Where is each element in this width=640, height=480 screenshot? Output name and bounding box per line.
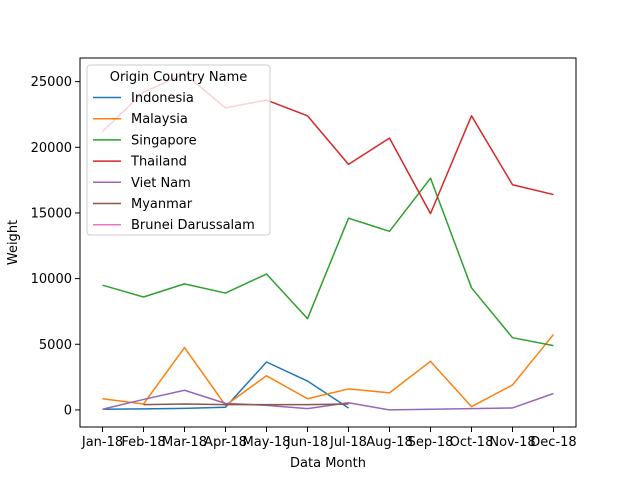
x-tick-label: Nov-18 [489, 435, 535, 450]
series-line-viet-nam [102, 389, 554, 411]
y-tick-label: 5000 [39, 338, 72, 353]
series-myanmar [143, 403, 349, 406]
y-tick-label: 20000 [31, 141, 72, 156]
legend-label: Thailand [130, 155, 187, 170]
x-tick-label: Jun-18 [286, 435, 329, 450]
plot-frame [79, 57, 577, 428]
legend-entries: Indonesia Malaysia Singapore Thailand Viet N… [93, 91, 255, 233]
legend-label: Malaysia [131, 112, 188, 127]
x-tick-label: Oct-18 [450, 435, 494, 450]
legend-entry-viet-nam: Viet Nam [93, 176, 191, 191]
y-axis-label: Weight [6, 220, 21, 265]
legend-entry-brunei-darussalam: Brunei Darussalam [93, 218, 255, 233]
x-tick-label: Sep-18 [408, 435, 454, 450]
y-tick-label: 10000 [31, 272, 72, 287]
series-malaysia [102, 333, 555, 408]
x-tick-label: Aug-18 [366, 435, 413, 450]
series-viet-nam [102, 389, 554, 411]
series-line-indonesia [102, 361, 349, 411]
legend-entry-singapore: Singapore [93, 133, 197, 148]
series-singapore [102, 177, 554, 347]
legend-label: Indonesia [131, 91, 194, 106]
series-line-myanmar [143, 403, 349, 406]
legend-box [86, 64, 271, 236]
legend: Origin Country Name Indonesia Malaysia Sin… [86, 64, 271, 236]
legend-title: Origin Country Name [110, 70, 248, 85]
x-axis-label: Data Month [290, 456, 366, 471]
legend-entry-malaysia: Malaysia [93, 112, 188, 127]
legend-entry-indonesia: Indonesia [93, 91, 194, 106]
x-tick-label: Feb-18 [121, 435, 165, 450]
legend-label: Brunei Darussalam [131, 218, 255, 233]
x-tick-label: Jan-18 [81, 435, 123, 450]
y-tick-label: 25000 [31, 75, 72, 90]
x-tick-label: May-18 [243, 435, 291, 450]
x-tick-label: Jul-18 [329, 435, 367, 450]
legend-label: Myanmar [131, 197, 193, 212]
y-tick-label: 15000 [31, 206, 72, 221]
legend-label: Viet Nam [131, 176, 191, 191]
y-tick-label: 0 [64, 403, 72, 418]
series-line-malaysia [102, 333, 555, 408]
x-tick-label: Dec-18 [530, 435, 576, 450]
series-line-singapore [102, 177, 554, 347]
legend-entry-thailand: Thailand [93, 155, 187, 170]
legend-entry-myanmar: Myanmar [93, 197, 193, 212]
legend-label: Singapore [131, 133, 197, 148]
series-indonesia [102, 361, 349, 411]
x-tick-label: Mar-18 [162, 435, 207, 450]
y-axis: 0 5000 10000 15000 20000 25000 [31, 75, 80, 418]
x-tick-label: Apr-18 [204, 435, 247, 450]
